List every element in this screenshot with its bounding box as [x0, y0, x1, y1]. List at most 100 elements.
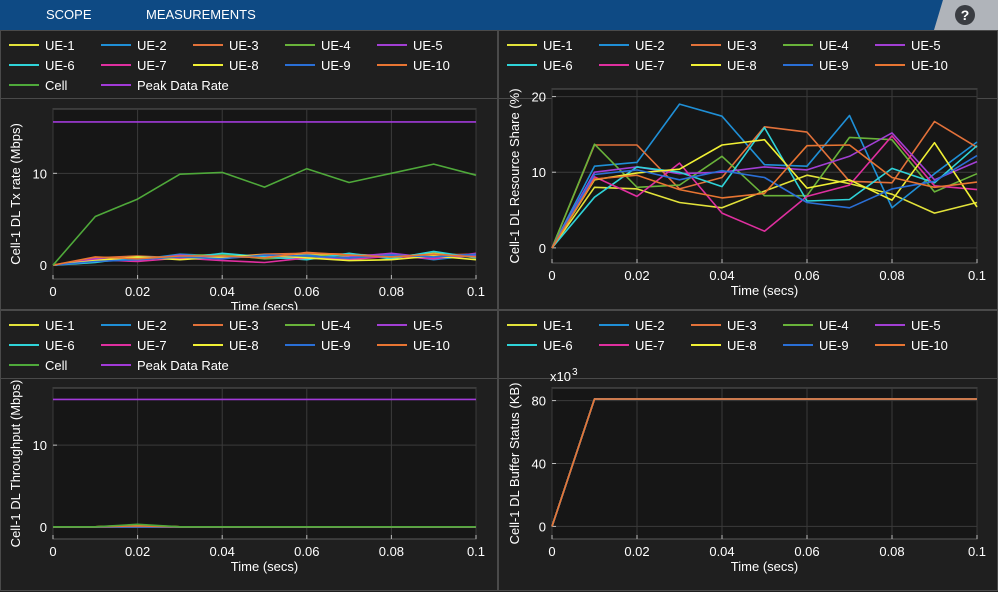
legend-swatch — [9, 44, 39, 46]
legend-item[interactable]: UE-1 — [9, 315, 75, 335]
legend-item[interactable]: UE-7 — [101, 335, 167, 355]
legend-item[interactable]: UE-5 — [875, 35, 941, 55]
legend-item[interactable]: UE-2 — [101, 315, 167, 335]
legend-item[interactable]: UE-3 — [691, 35, 757, 55]
series-line-ue-10 — [551, 398, 977, 527]
legend-item[interactable]: UE-9 — [783, 335, 849, 355]
legend-item[interactable]: UE-6 — [507, 55, 573, 75]
x-tick-label: 0.06 — [294, 544, 319, 559]
legend-item[interactable]: UE-2 — [101, 35, 167, 55]
legend-item[interactable]: Peak Data Rate — [101, 355, 229, 375]
legend-item[interactable]: UE-5 — [377, 35, 443, 55]
help-button[interactable]: ? — [934, 0, 998, 30]
legend-label: UE-10 — [413, 57, 450, 73]
legend-label: UE-5 — [911, 317, 941, 333]
y-tick-label: 10 — [33, 438, 47, 453]
legend-swatch — [783, 44, 813, 46]
legend-item[interactable]: UE-5 — [875, 315, 941, 335]
x-tick-label: 0.08 — [879, 268, 904, 283]
legend-swatch — [875, 44, 905, 46]
legend-label: UE-7 — [635, 57, 665, 73]
legend-item[interactable]: UE-6 — [507, 335, 573, 355]
series-line-ue-4 — [551, 136, 978, 249]
legend-swatch — [285, 324, 315, 326]
tab-measurements[interactable]: MEASUREMENTS — [146, 7, 256, 22]
legend-label: UE-3 — [727, 317, 757, 333]
legend-swatch — [101, 84, 131, 86]
x-tick-label: 0.04 — [210, 284, 235, 299]
x-tick-label: 0.1 — [968, 268, 986, 283]
legend-item[interactable]: UE-1 — [507, 35, 573, 55]
legend-item[interactable]: UE-3 — [193, 315, 259, 335]
legend-item[interactable]: UE-7 — [101, 55, 167, 75]
x-tick-label: 0.02 — [125, 284, 150, 299]
legend-swatch — [599, 64, 629, 66]
legend-item[interactable]: UE-2 — [599, 35, 665, 55]
series-line-cell — [52, 163, 477, 266]
legend-item[interactable]: UE-2 — [599, 315, 665, 335]
y-axis-label: Cell-1 DL Buffer Status (KB) — [507, 383, 522, 545]
y-axis-label: Cell-1 DL Throughput (Mbps) — [8, 380, 23, 548]
x-tick-label: 0.08 — [379, 544, 404, 559]
toolbar: SCOPE MEASUREMENTS ? — [0, 0, 998, 30]
legend-item[interactable]: UE-6 — [9, 335, 75, 355]
legend-label: UE-8 — [229, 57, 259, 73]
legend-item[interactable]: UE-3 — [691, 315, 757, 335]
legend-item[interactable]: UE-1 — [507, 315, 573, 335]
x-tick-label: 0.04 — [709, 544, 734, 559]
legend-swatch — [599, 324, 629, 326]
legend-swatch — [783, 324, 813, 326]
legend-item[interactable]: UE-4 — [783, 315, 849, 335]
legend-swatch — [691, 324, 721, 326]
plot-area — [52, 387, 477, 540]
legend-swatch — [101, 344, 131, 346]
legend-item[interactable]: Peak Data Rate — [101, 75, 229, 95]
x-tick-label: 0.06 — [794, 544, 819, 559]
legend-item[interactable]: UE-4 — [285, 315, 351, 335]
legend-swatch — [507, 324, 537, 326]
legend-item[interactable]: UE-7 — [599, 55, 665, 75]
legend-item[interactable]: UE-10 — [377, 55, 450, 75]
legend-label: UE-8 — [229, 337, 259, 353]
legend-item[interactable]: UE-3 — [193, 35, 259, 55]
tx-rate-chart: 0 0.02 0.04 0.06 0.08 0.1 0 10 Time (secs) Cell-1… — [8, 108, 485, 311]
tx-rate-legend: UE-1 UE-2 UE-3 UE-4 UE-5 UE-6 UE-7 UE-8 UE-9 UE-1… — [1, 31, 497, 99]
y-tick-label: 10 — [33, 166, 47, 181]
legend-item[interactable]: UE-8 — [193, 55, 259, 75]
legend-item[interactable]: UE-6 — [9, 55, 75, 75]
legend-item[interactable]: UE-10 — [377, 335, 450, 355]
help-icon[interactable]: ? — [955, 5, 975, 25]
legend-item[interactable]: UE-10 — [875, 55, 948, 75]
legend-item[interactable]: UE-9 — [285, 335, 351, 355]
legend-item[interactable]: UE-1 — [9, 35, 75, 55]
legend-item[interactable]: UE-4 — [285, 35, 351, 55]
legend-item[interactable]: Cell — [9, 355, 67, 375]
legend-swatch — [285, 44, 315, 46]
legend-swatch — [599, 344, 629, 346]
legend-item[interactable]: UE-5 — [377, 315, 443, 335]
legend-item[interactable]: UE-7 — [599, 335, 665, 355]
throughput-legend: UE-1 UE-2 UE-3 UE-4 UE-5 UE-6 UE-7 UE-8 UE-9 UE-1… — [1, 311, 497, 379]
buffer-status-chart: 0 0.02 0.04 0.06 0.08 0.1 0 40 80 Time (secs) Cell… — [507, 367, 986, 574]
legend-item[interactable]: UE-8 — [691, 335, 757, 355]
legend-label: UE-2 — [635, 37, 665, 53]
legend-label: UE-3 — [229, 37, 259, 53]
legend-label: UE-9 — [819, 337, 849, 353]
legend-item[interactable]: UE-4 — [783, 35, 849, 55]
legend-label: Cell — [45, 77, 68, 93]
legend-item[interactable]: Cell — [9, 75, 67, 95]
series-line-cell — [53, 523, 476, 528]
x-tick-label: 0.04 — [709, 268, 734, 283]
legend-item[interactable]: UE-8 — [193, 335, 259, 355]
legend-item[interactable]: UE-10 — [875, 335, 948, 355]
legend-label: UE-3 — [727, 37, 757, 53]
legend-item[interactable]: UE-8 — [691, 55, 757, 75]
tab-scope[interactable]: SCOPE — [46, 7, 92, 22]
legend-item[interactable]: UE-9 — [783, 55, 849, 75]
legend-label: UE-2 — [137, 317, 167, 333]
legend-label: UE-6 — [45, 337, 75, 353]
legend-label: UE-1 — [543, 37, 573, 53]
legend-item[interactable]: UE-9 — [285, 55, 351, 75]
x-tick-label: 0 — [548, 544, 555, 559]
legend-swatch — [377, 44, 407, 46]
